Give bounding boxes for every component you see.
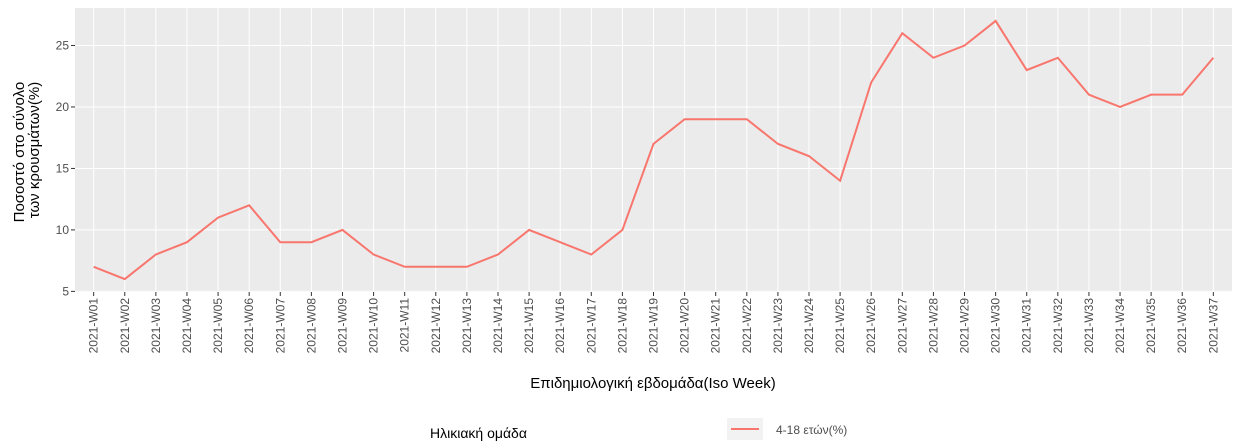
x-tick-label: 2021-W16: [553, 298, 567, 354]
x-tick-label: 2021-W13: [460, 298, 474, 354]
x-tick-label: 2021-W08: [304, 298, 318, 354]
x-tick-label: 2021-W12: [429, 298, 443, 354]
x-tick-label: 2021-W26: [864, 298, 878, 354]
y-axis-title-line: Ποσοστό στο σύνολο: [11, 82, 28, 223]
x-tick-label: 2021-W21: [709, 298, 723, 354]
x-tick-label: 2021-W36: [1175, 298, 1189, 354]
x-tick-label: 2021-W09: [335, 298, 349, 354]
x-tick-label: 2021-W10: [367, 298, 381, 354]
x-tick-label: 2021-W32: [1051, 298, 1065, 354]
x-tick-label: 2021-W20: [678, 298, 692, 354]
x-tick-label: 2021-W04: [180, 298, 194, 354]
x-tick-label: 2021-W29: [958, 298, 972, 354]
x-tick-label: 2021-W35: [1144, 298, 1158, 354]
x-tick-label: 2021-W31: [1020, 298, 1034, 354]
x-tick-label: 2021-W05: [211, 298, 225, 354]
x-tick-label: 2021-W19: [647, 298, 661, 354]
y-tick-label: 15: [56, 161, 70, 175]
x-tick-label: 2021-W02: [118, 298, 132, 354]
x-tick-label: 2021-W17: [584, 298, 598, 354]
plot-area: 5 10 15 20 25 2021-W01 2021-W02 2021-W03 2021-W0…: [56, 8, 1232, 353]
x-tick-label: 2021-W03: [149, 298, 163, 354]
x-tick-label: 2021-W15: [522, 298, 536, 354]
x-tick-label: 2021-W23: [771, 298, 785, 354]
x-tick-label: 2021-W24: [802, 298, 816, 354]
x-tick-label: 2021-W27: [895, 298, 909, 354]
x-tick-label: 2021-W01: [87, 298, 101, 354]
data-line: [93, 19, 1215, 281]
x-tick-label: 2021-W11: [398, 298, 412, 353]
y-tick-label: 20: [56, 100, 70, 114]
x-tick-label: 2021-W33: [1082, 298, 1096, 354]
x-tick-label: 2021-W07: [273, 298, 287, 354]
y-tick-label: 25: [56, 38, 70, 52]
y-tick-label: 5: [62, 284, 69, 298]
x-tick-label: 2021-W14: [491, 298, 505, 354]
x-tick-label: 2021-W28: [926, 298, 940, 354]
legend-label: 4-18 ετών(%): [776, 423, 847, 437]
y-tick-label: 10: [56, 223, 70, 237]
legend-title: Ηλικιακή ομάδα: [430, 425, 527, 441]
x-tick-label: 2021-W22: [740, 298, 754, 354]
y-axis-title-line: των κρουσμάτων(%): [26, 82, 43, 219]
x-tick-label: 2021-W37: [1206, 298, 1220, 354]
x-tick-label: 2021-W34: [1113, 298, 1127, 354]
x-axis-title: Επιδημιολογική εβδομάδα(Iso Week): [530, 375, 775, 392]
x-tick-label: 2021-W30: [989, 298, 1003, 354]
x-tick-label: 2021-W25: [833, 298, 847, 354]
x-tick-label: 2021-W06: [242, 298, 256, 354]
y-axis-title: Ποσοστό στο σύνολο των κρουσμάτων(%): [11, 78, 43, 223]
x-tick-label: 2021-W18: [615, 298, 629, 354]
